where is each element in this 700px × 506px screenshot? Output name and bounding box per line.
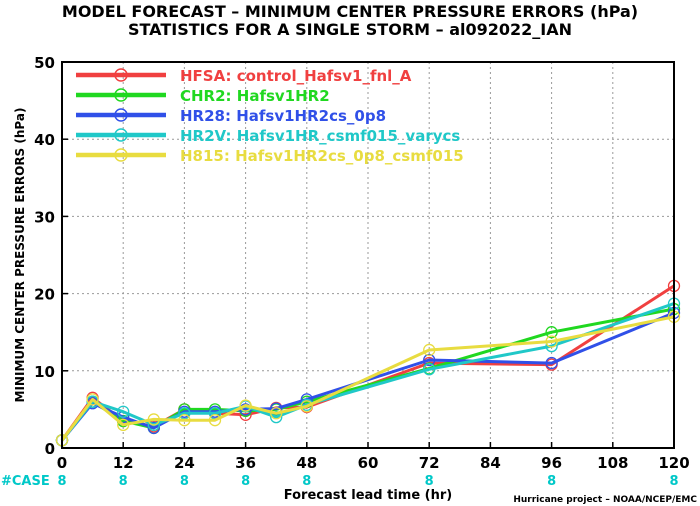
legend-label: H815: Hafsv1HR2cs_0p8_csmf015: [180, 147, 464, 165]
case-row: #CASE 8 8 8 8 8 8 8 8: [1, 474, 679, 489]
case-count: 8: [119, 474, 128, 489]
data-point: [208, 414, 222, 427]
data-point: [423, 343, 436, 357]
legend-marker: [114, 128, 128, 142]
x-tick-label: 48: [296, 454, 317, 472]
data-point: [545, 326, 558, 339]
axis-ticks: 0 12 24 36 48 60 72 84 96 108 120 0 10 20 30 40 50: [34, 54, 690, 472]
y-axis-label: MINIMUM CENTER PRESSURE ERRORS (hPa): [13, 108, 27, 403]
chart-title-line2: STATISTICS FOR A SINGLE STORM – al092022…: [128, 20, 572, 39]
legend-entry-1: CHR2: Hafsv1HR2: [76, 87, 330, 105]
x-tick-label: 84: [480, 454, 501, 472]
x-tick-label: 108: [597, 454, 628, 472]
data-point: [86, 393, 99, 406]
x-tick-label: 12: [113, 454, 134, 472]
legend-entry-3: HR2V: Hafsv1HR_csmf015_varycs: [76, 127, 460, 145]
data-point: [545, 356, 558, 370]
legend-entry-0: HFSA: control_Hafsv1_fnl_A: [76, 67, 412, 85]
case-count: 8: [241, 474, 250, 489]
x-tick-label: 24: [174, 454, 195, 472]
data-point: [423, 363, 436, 376]
data-point: [545, 335, 558, 348]
case-count: 8: [180, 474, 189, 489]
data-point: [178, 414, 191, 427]
x-axis-label: Forecast lead time (hr): [284, 488, 452, 503]
legend-marker: [114, 68, 128, 82]
data-point: [300, 400, 313, 413]
x-tick-label: 96: [541, 454, 562, 472]
y-tick-label: 40: [34, 131, 55, 149]
legend-marker: [114, 148, 128, 162]
series-line: [60, 315, 675, 442]
y-tick-label: 10: [34, 363, 55, 381]
data-point: [270, 407, 283, 420]
x-tick-label: 120: [658, 454, 689, 472]
x-tick-label: 0: [57, 454, 67, 472]
case-label: #CASE: [1, 474, 50, 489]
x-tick-label: 36: [235, 454, 256, 472]
legend-entry-2: HR28: Hafsv1HR2cs_0p8: [76, 107, 386, 125]
data-point: [147, 421, 160, 435]
legend-label: HR28: Hafsv1HR2cs_0p8: [180, 107, 386, 125]
x-tick-label: 60: [358, 454, 379, 472]
legend-label: HFSA: control_Hafsv1_fnl_A: [180, 67, 412, 85]
data-point: [423, 353, 436, 367]
y-tick-label: 20: [34, 286, 55, 304]
y-tick-label: 0: [45, 440, 55, 458]
legend-label: CHR2: Hafsv1HR2: [180, 87, 330, 105]
data-point: [270, 410, 283, 424]
case-count: 8: [425, 474, 434, 489]
case-count: 8: [669, 474, 678, 489]
y-tick-label: 50: [34, 54, 55, 72]
chart-title-line1: MODEL FORECAST – MINIMUM CENTER PRESSURE…: [62, 2, 638, 21]
data-point: [117, 405, 130, 418]
case-count: 8: [57, 474, 66, 489]
data-point: [239, 399, 252, 412]
data-point: [147, 413, 160, 426]
legend-entry-4: H815: Hafsv1HR2cs_0p8_csmf015: [76, 147, 464, 165]
legend: HFSA: control_Hafsv1_fnl_A CHR2: Hafsv1HR…: [76, 67, 464, 165]
data-point: [117, 418, 130, 431]
y-tick-label: 30: [34, 208, 55, 226]
legend-marker: [114, 108, 128, 122]
case-count: 8: [547, 474, 556, 489]
legend-label: HR2V: Hafsv1HR_csmf015_varycs: [180, 127, 460, 145]
case-count: 8: [302, 474, 311, 489]
grid: [62, 62, 674, 448]
legend-marker: [114, 88, 128, 102]
credit-text: Hurricane project – NOAA/NCEP/EMC: [513, 495, 697, 505]
x-tick-label: 72: [419, 454, 440, 472]
